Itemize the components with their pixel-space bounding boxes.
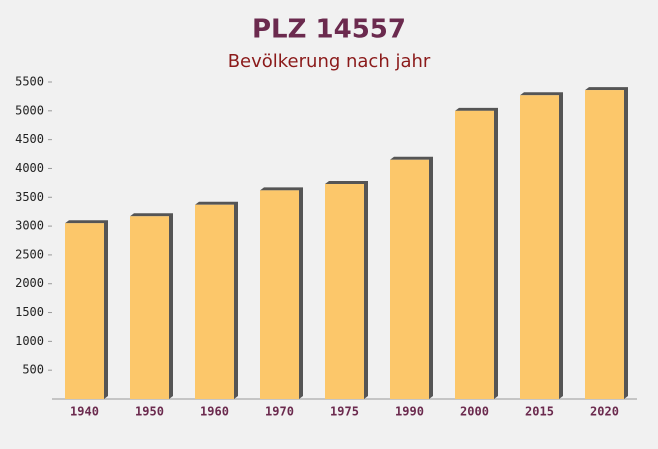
y-tick-label: 5500 — [15, 75, 44, 89]
x-tick-label: 2000 — [460, 405, 489, 419]
bar — [520, 95, 559, 400]
x-tick-label: 1990 — [395, 405, 424, 419]
y-tick-label: 4000 — [15, 161, 44, 175]
x-tick-label: 2015 — [525, 405, 554, 419]
x-tick-label: 1970 — [265, 405, 294, 419]
y-tick-label: 3000 — [15, 219, 44, 233]
bar — [455, 110, 494, 400]
y-tick-label: 2000 — [15, 276, 44, 290]
bar — [65, 223, 104, 399]
chart-subtitle: Bevölkerung nach jahr — [228, 51, 431, 72]
y-tick-label: 4500 — [15, 132, 44, 146]
y-tick-label: 5000 — [15, 103, 44, 117]
chart-title: PLZ 14557 — [252, 15, 406, 45]
x-tick-label: 1940 — [70, 405, 99, 419]
bar — [390, 159, 429, 399]
x-tick-label: 1950 — [135, 405, 164, 419]
x-tick-label: 2020 — [590, 405, 619, 419]
y-tick-label: 3500 — [15, 190, 44, 204]
bar — [325, 184, 364, 399]
x-tick-label: 1960 — [200, 405, 229, 419]
y-tick-label: 1500 — [15, 305, 44, 319]
bar — [130, 216, 169, 399]
x-tick-label: 1975 — [330, 405, 359, 419]
bar — [260, 190, 299, 399]
bar — [195, 204, 234, 399]
bar — [585, 90, 624, 399]
y-tick-label: 1000 — [15, 334, 44, 348]
y-tick-label: 2500 — [15, 247, 44, 261]
y-tick-label: 500 — [22, 363, 44, 377]
